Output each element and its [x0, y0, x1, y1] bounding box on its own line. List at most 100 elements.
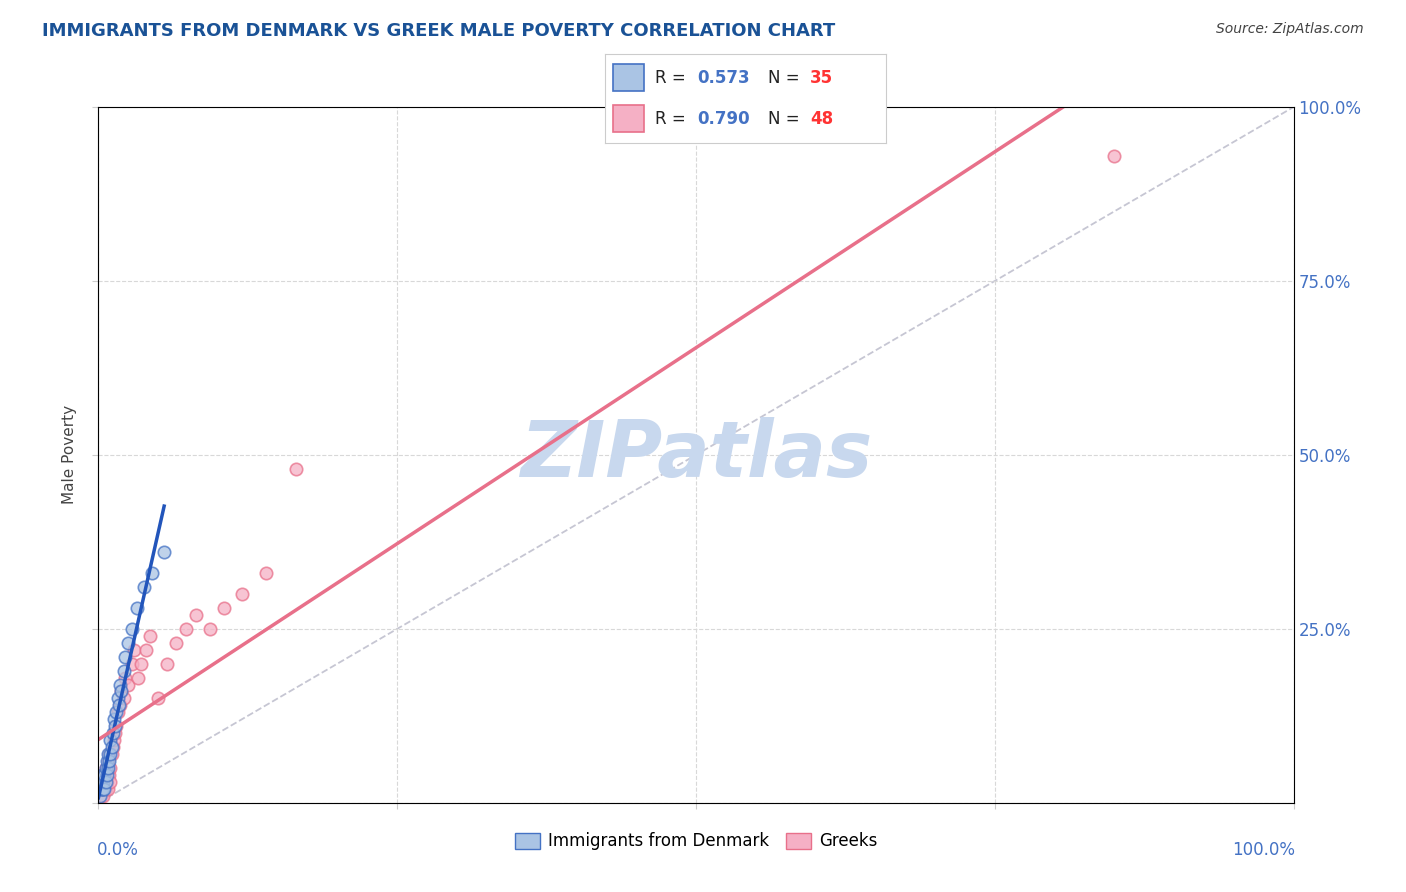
Point — [284, 462, 307, 476]
Point — [96, 754, 118, 768]
Point — [91, 781, 114, 796]
Point — [101, 726, 124, 740]
Point — [98, 747, 122, 761]
Point — [97, 747, 120, 761]
Point — [104, 726, 127, 740]
Point — [105, 706, 128, 720]
Point — [107, 691, 129, 706]
Point — [98, 775, 122, 789]
Point — [121, 622, 143, 636]
Point — [254, 566, 277, 581]
Point — [97, 761, 120, 775]
Point — [135, 642, 157, 657]
Text: 0.0%: 0.0% — [97, 841, 139, 859]
Point — [1102, 149, 1125, 163]
Point — [110, 684, 132, 698]
Point — [96, 768, 118, 782]
Point — [141, 566, 163, 581]
Bar — [613, 105, 644, 132]
Point — [110, 684, 132, 698]
Point — [186, 607, 208, 622]
Point — [131, 657, 153, 671]
Point — [90, 775, 112, 789]
Point — [98, 768, 121, 782]
Point — [100, 747, 122, 761]
Point — [121, 657, 143, 671]
Text: R =: R = — [655, 69, 692, 87]
Point — [96, 775, 118, 789]
Point — [96, 761, 118, 775]
Point — [148, 691, 170, 706]
Point — [198, 622, 221, 636]
Point — [97, 781, 120, 796]
Point — [94, 761, 117, 775]
Point — [91, 775, 114, 789]
Bar — [613, 64, 644, 91]
Point — [89, 789, 111, 803]
Point — [114, 649, 136, 664]
Point — [108, 698, 131, 713]
Point — [124, 642, 146, 657]
Point — [90, 789, 112, 803]
Text: 35: 35 — [810, 69, 832, 87]
Point — [107, 706, 129, 720]
Point — [117, 636, 139, 650]
Text: Source: ZipAtlas.com: Source: ZipAtlas.com — [1216, 22, 1364, 37]
Text: 0.573: 0.573 — [697, 69, 749, 87]
Point — [91, 768, 114, 782]
Point — [89, 781, 111, 796]
Point — [105, 719, 128, 733]
Point — [93, 781, 115, 796]
Text: N =: N = — [768, 69, 804, 87]
Point — [101, 740, 124, 755]
Point — [114, 671, 136, 685]
Point — [91, 768, 114, 782]
Point — [93, 768, 115, 782]
Point — [153, 545, 176, 559]
Point — [139, 629, 162, 643]
Point — [112, 664, 135, 678]
Point — [107, 698, 129, 713]
Point — [165, 636, 187, 650]
Point — [112, 691, 135, 706]
Text: 100.0%: 100.0% — [1232, 841, 1295, 859]
Point — [94, 781, 117, 796]
Text: ZIPatlas: ZIPatlas — [520, 417, 872, 493]
Point — [103, 712, 125, 726]
Point — [91, 775, 114, 789]
Point — [90, 775, 112, 789]
Text: 48: 48 — [810, 110, 832, 128]
Point — [93, 768, 115, 782]
Point — [127, 671, 149, 685]
Point — [98, 747, 121, 761]
Point — [103, 733, 125, 747]
Point — [212, 601, 235, 615]
Point — [89, 789, 111, 803]
Point — [132, 580, 155, 594]
Point — [90, 781, 112, 796]
Text: 0.790: 0.790 — [697, 110, 749, 128]
Text: N =: N = — [768, 110, 804, 128]
Point — [117, 677, 139, 691]
Point — [155, 657, 177, 671]
Point — [91, 781, 114, 796]
Point — [125, 601, 148, 615]
Legend: Immigrants from Denmark, Greeks: Immigrants from Denmark, Greeks — [508, 826, 884, 857]
Point — [174, 622, 197, 636]
Point — [97, 754, 120, 768]
Point — [94, 761, 117, 775]
Point — [108, 677, 131, 691]
Point — [98, 761, 122, 775]
Point — [91, 781, 114, 796]
Text: IMMIGRANTS FROM DENMARK VS GREEK MALE POVERTY CORRELATION CHART: IMMIGRANTS FROM DENMARK VS GREEK MALE PO… — [42, 22, 835, 40]
Point — [231, 587, 253, 601]
Point — [100, 740, 122, 755]
Text: R =: R = — [655, 110, 692, 128]
Point — [91, 789, 114, 803]
Point — [104, 719, 127, 733]
Point — [93, 781, 115, 796]
Y-axis label: Male Poverty: Male Poverty — [62, 405, 77, 505]
Point — [98, 754, 121, 768]
Point — [94, 775, 117, 789]
Point — [98, 733, 122, 747]
